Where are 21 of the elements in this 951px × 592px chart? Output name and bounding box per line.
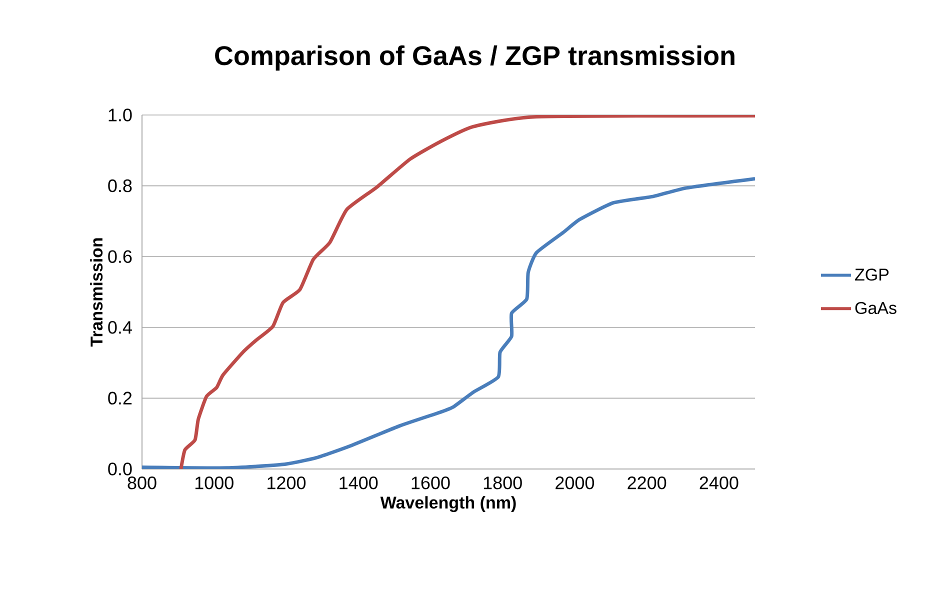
x-tick-label: 1400 bbox=[340, 476, 378, 490]
y-axis-title: Transmission bbox=[90, 238, 103, 347]
legend-label: ZGP bbox=[855, 268, 889, 281]
x-tick-label: 2400 bbox=[700, 476, 738, 490]
x-tick-label: 800 bbox=[128, 476, 156, 490]
y-tick-label: 0.8 bbox=[108, 179, 132, 192]
y-tick-label: 0.6 bbox=[108, 250, 132, 263]
y-tick-label: 0.0 bbox=[108, 462, 132, 476]
line-series bbox=[179, 114, 755, 469]
x-axis-title: Wavelength (nm) bbox=[380, 496, 516, 512]
x-tick-label: 2000 bbox=[556, 476, 594, 490]
x-tick-label: 1800 bbox=[484, 476, 522, 490]
x-tick-label: 1600 bbox=[412, 476, 450, 490]
y-tick-label: 0.2 bbox=[108, 392, 132, 405]
chart-title: Comparison of GaAs / ZGP transmission bbox=[215, 45, 734, 71]
x-tick-label: 2200 bbox=[628, 476, 666, 490]
legend-label: GaAs bbox=[855, 302, 896, 314]
y-tick-label: 0.4 bbox=[108, 321, 132, 334]
x-tick-label: 1000 bbox=[195, 476, 234, 490]
x-tick-label: 1200 bbox=[268, 476, 306, 490]
y-tick-label: 1.0 bbox=[108, 108, 132, 122]
